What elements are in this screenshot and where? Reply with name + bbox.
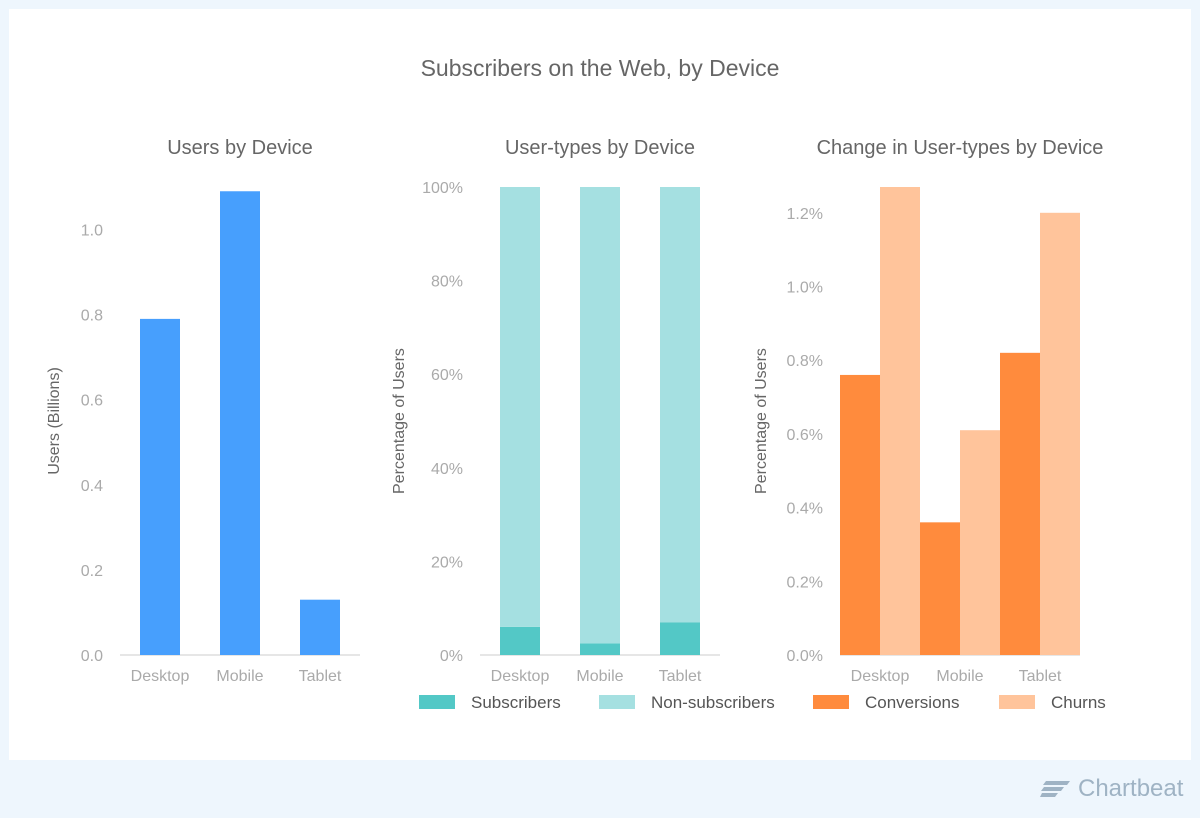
x-tick-label: Desktop bbox=[131, 668, 190, 685]
y-tick-label: 20% bbox=[431, 554, 463, 571]
y-tick-label: 0.2 bbox=[81, 563, 103, 580]
panel-title: User-types by Device bbox=[505, 137, 695, 159]
legend-swatch bbox=[599, 695, 635, 709]
bar-churns bbox=[880, 187, 920, 655]
y-tick-label: 1.2% bbox=[787, 206, 823, 223]
y-tick-label: 0.6 bbox=[81, 393, 103, 410]
panel-title: Change in User-types by Device bbox=[817, 137, 1104, 159]
x-tick-label: Mobile bbox=[576, 668, 623, 685]
x-tick-label: Mobile bbox=[936, 668, 983, 685]
bar-churns bbox=[960, 430, 1000, 655]
bar-subscribers bbox=[580, 643, 620, 655]
x-tick-label: Tablet bbox=[299, 668, 342, 685]
y-tick-label: 0.8 bbox=[81, 308, 103, 325]
bar-conversions bbox=[1000, 352, 1040, 655]
x-tick-label: Desktop bbox=[851, 668, 910, 685]
chartbeat-logo: Chartbeat bbox=[1040, 774, 1183, 804]
bar-subscribers bbox=[500, 626, 540, 655]
y-tick-label: 0.4 bbox=[81, 478, 103, 495]
bar-users bbox=[300, 599, 340, 655]
x-tick-label: Desktop bbox=[491, 668, 550, 685]
chart-figure: Subscribers on the Web, by Device Users … bbox=[46, 55, 1106, 712]
y-tick-label: 0.6% bbox=[787, 427, 823, 444]
chartbeat-logo-icon bbox=[1040, 781, 1070, 797]
x-tick-label: Mobile bbox=[216, 668, 263, 685]
brand-name: Chartbeat bbox=[1078, 775, 1184, 802]
y-tick-label: 40% bbox=[431, 461, 463, 478]
y-tick-label: 1.0 bbox=[81, 223, 103, 240]
y-axis-label: Users (Billions) bbox=[46, 367, 63, 475]
y-tick-label: 0% bbox=[440, 648, 463, 665]
legend-swatch bbox=[813, 695, 849, 709]
y-tick-label: 60% bbox=[431, 367, 463, 384]
y-axis-label: Percentage of Users bbox=[753, 348, 770, 494]
y-tick-label: 80% bbox=[431, 274, 463, 291]
legend-label: Subscribers bbox=[471, 693, 561, 712]
panel-title: Users by Device bbox=[167, 137, 313, 159]
bar-users bbox=[140, 318, 180, 655]
bar-non-subscribers bbox=[500, 187, 540, 627]
chart-card: Subscribers on the Web, by Device Users … bbox=[9, 9, 1191, 760]
legend-swatch bbox=[999, 695, 1035, 709]
y-tick-label: 0.0% bbox=[787, 648, 823, 665]
x-tick-label: Tablet bbox=[1019, 668, 1062, 685]
y-tick-label: 0.4% bbox=[787, 501, 823, 518]
bar-churns bbox=[1040, 212, 1080, 655]
legend-swatch bbox=[419, 695, 455, 709]
y-tick-label: 0.2% bbox=[787, 574, 823, 591]
legend-label: Conversions bbox=[865, 693, 960, 712]
y-tick-label: 1.0% bbox=[787, 279, 823, 296]
chart-title: Subscribers on the Web, by Device bbox=[421, 55, 780, 81]
legend-label: Churns bbox=[1051, 693, 1106, 712]
bar-conversions bbox=[840, 374, 880, 655]
bar-subscribers bbox=[660, 622, 700, 655]
y-axis-label: Percentage of Users bbox=[391, 348, 408, 494]
bar-users bbox=[220, 191, 260, 655]
legend-label: Non-subscribers bbox=[651, 693, 775, 712]
y-tick-label: 0.8% bbox=[787, 353, 823, 370]
bar-non-subscribers bbox=[580, 187, 620, 644]
bar-conversions bbox=[920, 522, 960, 655]
y-tick-label: 0.0 bbox=[81, 648, 103, 665]
x-tick-label: Tablet bbox=[659, 668, 702, 685]
bar-non-subscribers bbox=[660, 187, 700, 623]
y-tick-label: 100% bbox=[422, 180, 463, 197]
